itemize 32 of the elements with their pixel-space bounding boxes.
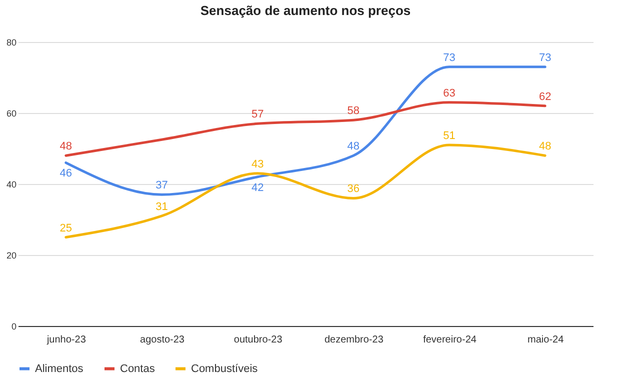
y-tick-label: 60 [6, 108, 16, 118]
data-label: 37 [156, 180, 168, 192]
x-tick-label: outubro-23 [234, 334, 283, 346]
legend-label: Alimentos [35, 362, 84, 375]
data-label: 48 [347, 140, 360, 153]
y-tick-label: 20 [6, 250, 16, 260]
data-label: 63 [443, 87, 456, 100]
data-label: 31 [156, 200, 168, 213]
x-tick-label: fevereiro-24 [423, 334, 477, 346]
x-tick-label: agosto-23 [140, 334, 185, 346]
data-label: 36 [347, 183, 360, 196]
data-label: 48 [60, 140, 72, 153]
x-tick-label: dezembro-23 [324, 334, 384, 346]
y-tick-label: 40 [6, 180, 16, 190]
data-label: 51 [443, 130, 456, 142]
data-label: 73 [538, 52, 552, 64]
data-label: 48 [538, 140, 552, 153]
data-label: 62 [538, 90, 552, 103]
x-tick-label: maio-24 [528, 334, 564, 346]
data-label: 58 [347, 105, 360, 118]
data-label: 43 [251, 158, 264, 170]
y-tick-label: 0 [11, 322, 16, 332]
data-label: 57 [251, 108, 264, 121]
legend-label: Contas [120, 362, 156, 375]
chart-title: Sensação de aumento nos preços [200, 3, 411, 18]
data-label: 25 [60, 222, 72, 234]
y-tick-label: 80 [6, 38, 16, 48]
data-label: 73 [443, 52, 456, 64]
data-label: 42 [251, 182, 264, 194]
legend-label: Combustíveis [191, 362, 258, 375]
data-label: 46 [60, 168, 72, 180]
x-tick-label: junho-23 [46, 334, 86, 346]
